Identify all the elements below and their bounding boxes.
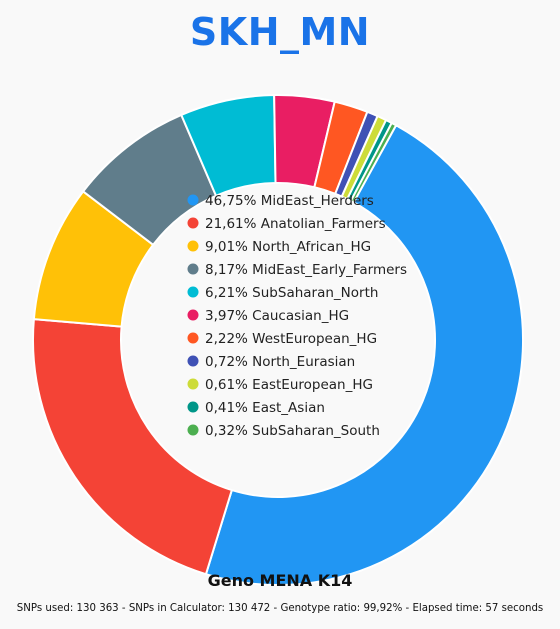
legend-marker [187,286,199,298]
legend-label: 3,97% Caucasian_HG [205,308,349,324]
chart-subtitle: Geno MENA K14 [207,571,353,590]
legend-marker [187,217,199,229]
legend-marker [187,332,199,344]
legend-label: 8,17% MidEast_Early_Farmers [205,262,407,278]
legend-label: 2,22% WestEuropean_HG [205,331,377,347]
slice-anatolian-farmers [32,318,233,576]
legend-marker [187,309,199,321]
legend-label: 9,01% North_African_HG [205,239,371,255]
legend-label: 6,21% SubSaharan_North [205,285,378,301]
legend-marker [187,378,199,390]
legend-label: 0,41% East_Asian [205,400,325,416]
legend-marker [187,355,199,367]
legend-marker [187,240,199,252]
donut-slices [32,94,524,586]
legend-label: 0,61% EastEuropean_HG [205,377,373,393]
legend-label: 0,72% North_Eurasian [205,354,355,370]
legend-marker [187,401,199,413]
legend-marker [187,263,199,275]
legend-label: 0,32% SubSaharan_South [205,423,380,439]
legend-label: 46,75% MidEast_Herders [205,193,374,209]
donut-hole [122,184,434,496]
chart-title: SKH_MN [189,10,371,54]
legend-label: 21,61% Anatolian_Farmers [205,216,386,232]
legend-marker [187,194,199,206]
slice-mideast-herders [204,124,524,586]
chart-legend: 46,75% MidEast_Herders 21,61% Anatolian_F… [187,193,407,439]
stats-line: SNPs used: 130 363 - SNPs in Calculator:… [16,603,544,614]
legend-marker [187,424,199,436]
slice-subsaharan-south [349,121,398,204]
